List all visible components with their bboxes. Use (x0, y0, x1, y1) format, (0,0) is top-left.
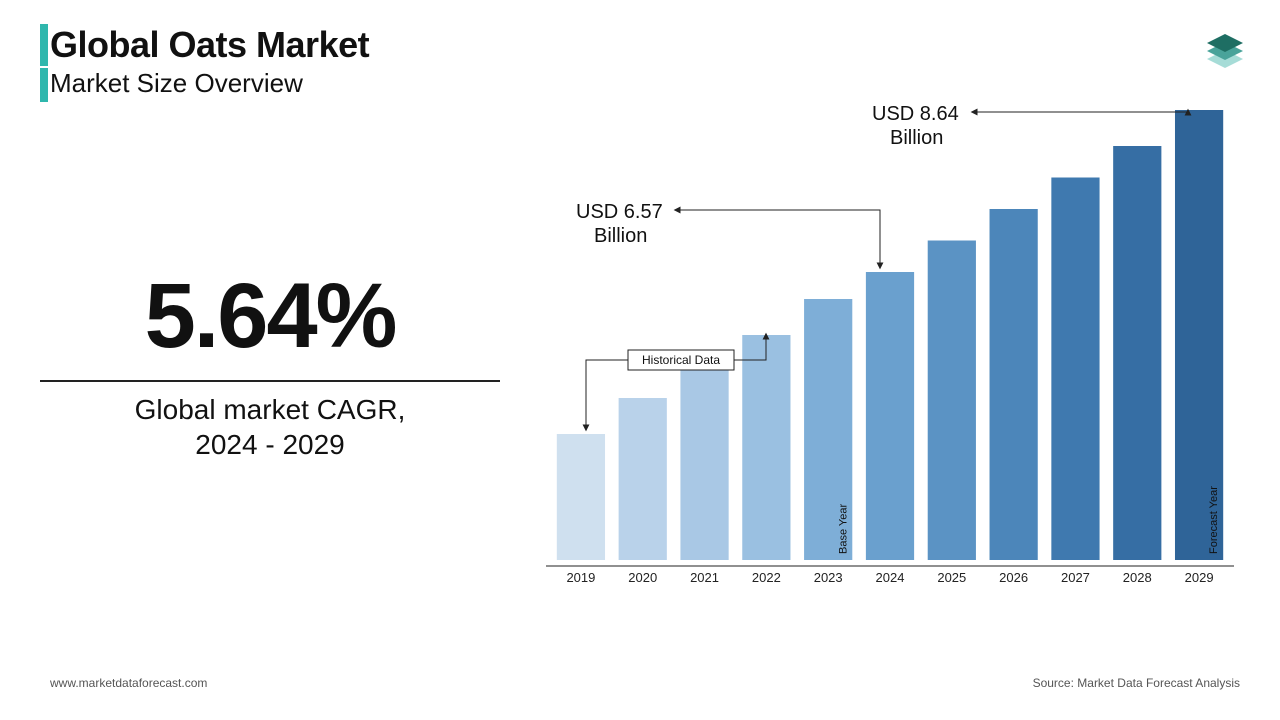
bar-2028 (1113, 146, 1161, 560)
callout-1-line1: USD 8.64 (872, 103, 959, 125)
x-label-2022: 2022 (752, 570, 781, 585)
bar-vlabel-2029: Forecast Year (1208, 486, 1220, 554)
x-label-2026: 2026 (999, 570, 1028, 585)
x-label-2029: 2029 (1185, 570, 1214, 585)
callout-0-line2: Billion (594, 225, 647, 247)
callout-arrow-0 (675, 210, 880, 268)
bar-2022 (742, 335, 790, 560)
header: Global Oats Market Market Size Overview (50, 24, 369, 99)
bar-2026 (990, 209, 1038, 560)
footer: www.marketdataforecast.com Source: Marke… (50, 676, 1240, 690)
bar-2021 (680, 362, 728, 560)
cagr-label-line2: 2024 - 2029 (195, 429, 344, 460)
x-label-2019: 2019 (566, 570, 595, 585)
page-title: Global Oats Market (50, 24, 369, 66)
bar-2020 (619, 398, 667, 560)
brand-logo-icon (1198, 18, 1252, 77)
bar-2024 (866, 272, 914, 560)
x-label-2021: 2021 (690, 570, 719, 585)
cagr-block: 5.64% Global market CAGR, 2024 - 2029 (40, 270, 500, 462)
page-subtitle: Market Size Overview (50, 68, 369, 99)
x-label-2027: 2027 (1061, 570, 1090, 585)
callout-arrow-1 (972, 110, 1188, 112)
x-label-2023: 2023 (814, 570, 843, 585)
callout-1-line2: Billion (890, 127, 943, 149)
footer-source: Source: Market Data Forecast Analysis (1033, 676, 1240, 690)
x-label-2025: 2025 (937, 570, 966, 585)
footer-url: www.marketdataforecast.com (50, 676, 207, 690)
bar-2025 (928, 241, 976, 561)
historical-label: Historical Data (642, 353, 720, 367)
cagr-value: 5.64% (40, 270, 500, 362)
callout-0-line1: USD 6.57 (576, 201, 663, 223)
x-label-2020: 2020 (628, 570, 657, 585)
cagr-label-line1: Global market CAGR, (135, 394, 406, 425)
cagr-label: Global market CAGR, 2024 - 2029 (40, 392, 500, 462)
divider (40, 380, 500, 382)
title-accent-bar (40, 24, 48, 66)
bar-2027 (1051, 178, 1099, 561)
bar-vlabel-2023: Base Year (837, 504, 849, 554)
subtitle-accent-bar (40, 68, 48, 102)
x-label-2028: 2028 (1123, 570, 1152, 585)
bar-2019 (557, 434, 605, 560)
x-label-2024: 2024 (876, 570, 905, 585)
bar-chart: 2019 2020 2021 2022 2023 Base Year 2024 2025 202… (520, 90, 1240, 630)
